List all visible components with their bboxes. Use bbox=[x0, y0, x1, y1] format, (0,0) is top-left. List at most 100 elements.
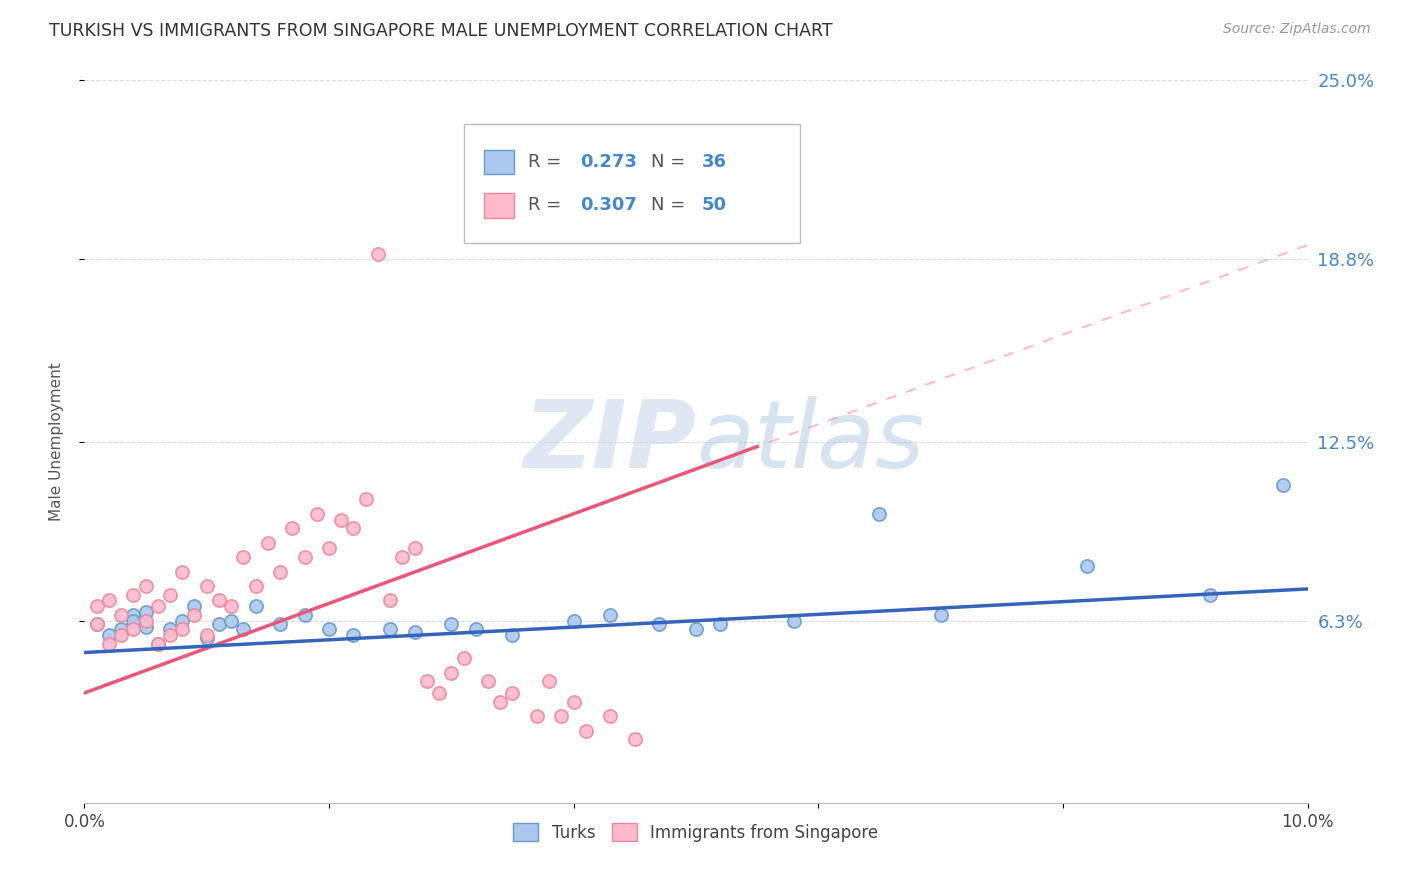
Point bbox=[269, 616, 291, 631]
Point bbox=[404, 625, 426, 640]
Point bbox=[599, 709, 621, 723]
Legend: Turks, Immigrants from Singapore: Turks, Immigrants from Singapore bbox=[506, 817, 886, 848]
Point bbox=[869, 507, 891, 521]
Point bbox=[122, 623, 145, 637]
Text: 0.273: 0.273 bbox=[579, 153, 637, 171]
Point bbox=[624, 732, 647, 747]
Point bbox=[172, 565, 194, 579]
Point bbox=[416, 674, 439, 689]
Point bbox=[110, 623, 132, 637]
Point bbox=[135, 614, 157, 628]
Point bbox=[391, 550, 413, 565]
Text: atlas: atlas bbox=[696, 396, 924, 487]
Point bbox=[219, 599, 242, 614]
Point bbox=[245, 599, 267, 614]
Point bbox=[159, 623, 181, 637]
Point bbox=[110, 628, 132, 642]
Point bbox=[380, 623, 402, 637]
Point bbox=[146, 599, 169, 614]
Point bbox=[502, 686, 524, 700]
Point bbox=[440, 616, 463, 631]
Text: R =: R = bbox=[529, 153, 568, 171]
Point bbox=[86, 616, 108, 631]
Point bbox=[146, 637, 169, 651]
Point bbox=[489, 695, 512, 709]
Point bbox=[342, 628, 364, 642]
Point bbox=[208, 616, 231, 631]
Point bbox=[538, 674, 561, 689]
Point bbox=[146, 637, 169, 651]
Point bbox=[195, 628, 218, 642]
Text: R =: R = bbox=[529, 196, 568, 214]
Point bbox=[97, 628, 120, 642]
Text: ZIP: ZIP bbox=[523, 395, 696, 488]
Point bbox=[477, 674, 499, 689]
Point bbox=[97, 637, 120, 651]
Point bbox=[464, 623, 486, 637]
FancyBboxPatch shape bbox=[484, 150, 513, 174]
Point bbox=[783, 614, 806, 628]
Point bbox=[122, 607, 145, 622]
Point bbox=[159, 588, 181, 602]
Point bbox=[86, 616, 108, 631]
Point bbox=[1198, 588, 1220, 602]
Point bbox=[562, 695, 585, 709]
Point bbox=[380, 593, 402, 607]
Point bbox=[550, 709, 572, 723]
Point bbox=[330, 512, 353, 526]
Point bbox=[135, 619, 157, 633]
Point bbox=[208, 593, 231, 607]
Point bbox=[599, 607, 621, 622]
Point bbox=[232, 623, 254, 637]
Point bbox=[305, 507, 328, 521]
Point bbox=[526, 709, 548, 723]
Text: Source: ZipAtlas.com: Source: ZipAtlas.com bbox=[1223, 22, 1371, 37]
Point bbox=[172, 623, 194, 637]
Point bbox=[367, 246, 389, 260]
Point bbox=[97, 593, 120, 607]
Point bbox=[1076, 558, 1098, 573]
Point bbox=[245, 579, 267, 593]
Point bbox=[183, 599, 205, 614]
Text: 36: 36 bbox=[702, 153, 727, 171]
Y-axis label: Male Unemployment: Male Unemployment bbox=[49, 362, 63, 521]
Point bbox=[685, 623, 707, 637]
Point bbox=[318, 623, 340, 637]
Point bbox=[562, 614, 585, 628]
Point bbox=[318, 541, 340, 556]
Point bbox=[232, 550, 254, 565]
Point bbox=[195, 579, 218, 593]
Point bbox=[135, 605, 157, 619]
Point bbox=[183, 607, 205, 622]
Point bbox=[427, 686, 450, 700]
FancyBboxPatch shape bbox=[484, 193, 513, 218]
Point bbox=[294, 550, 316, 565]
Point bbox=[440, 665, 463, 680]
Point bbox=[453, 651, 475, 665]
Point bbox=[135, 579, 157, 593]
Point bbox=[502, 628, 524, 642]
Point bbox=[404, 541, 426, 556]
Point bbox=[172, 614, 194, 628]
Point bbox=[342, 521, 364, 535]
Point bbox=[294, 607, 316, 622]
Point bbox=[269, 565, 291, 579]
Point bbox=[257, 535, 280, 549]
Point bbox=[86, 599, 108, 614]
FancyBboxPatch shape bbox=[464, 124, 800, 243]
Text: TURKISH VS IMMIGRANTS FROM SINGAPORE MALE UNEMPLOYMENT CORRELATION CHART: TURKISH VS IMMIGRANTS FROM SINGAPORE MAL… bbox=[49, 22, 832, 40]
Text: 50: 50 bbox=[702, 196, 727, 214]
Point bbox=[709, 616, 731, 631]
Point bbox=[575, 723, 598, 738]
Point bbox=[648, 616, 671, 631]
Point bbox=[219, 614, 242, 628]
Point bbox=[122, 588, 145, 602]
Point bbox=[354, 492, 377, 507]
Point bbox=[195, 631, 218, 645]
Point bbox=[281, 521, 304, 535]
Point bbox=[159, 628, 181, 642]
Text: 0.307: 0.307 bbox=[579, 196, 637, 214]
Text: N =: N = bbox=[651, 153, 690, 171]
Text: N =: N = bbox=[651, 196, 690, 214]
Point bbox=[110, 607, 132, 622]
